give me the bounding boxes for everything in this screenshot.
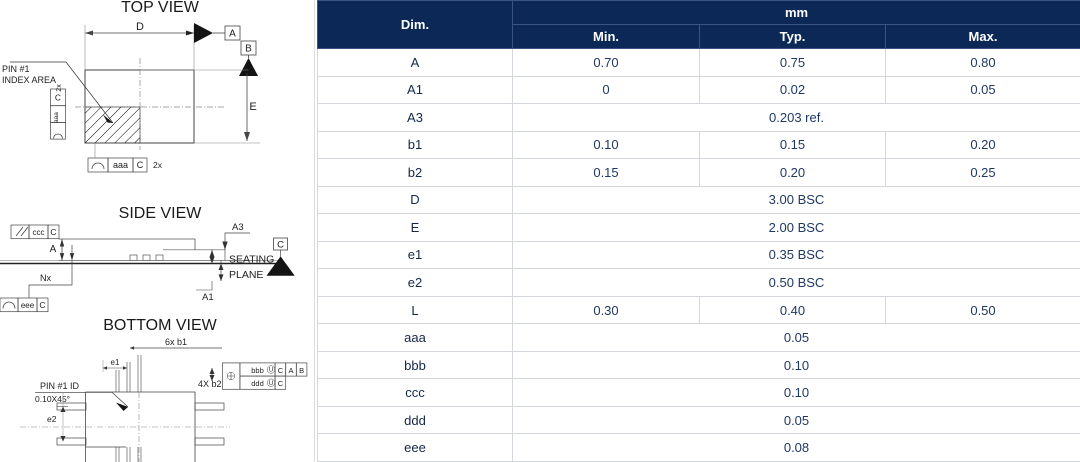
svg-text:B: B [299,366,304,375]
svg-text:ddd: ddd [251,379,264,388]
svg-text:e2: e2 [47,414,57,424]
svg-text:aaa: aaa [113,160,128,170]
svg-text:PIN #1: PIN #1 [2,64,30,74]
svg-text:SEATING: SEATING [229,254,274,266]
svg-text:SIDE VIEW: SIDE VIEW [119,205,203,222]
svg-text:C: C [55,93,61,103]
svg-text:2x: 2x [153,160,163,170]
svg-text:D: D [136,21,144,33]
svg-text:A3: A3 [232,222,244,233]
svg-text:Nx: Nx [40,273,51,283]
svg-text:4X b2: 4X b2 [198,379,222,389]
svg-text:U: U [269,381,273,387]
svg-text:BOTTOM VIEW: BOTTOM VIEW [103,317,217,334]
svg-text:eee: eee [21,301,35,310]
svg-text:A: A [288,366,293,375]
svg-text:C: C [39,300,45,310]
svg-text:C: C [277,240,284,251]
svg-text:A: A [229,29,236,40]
svg-text:C: C [278,379,284,388]
svg-text:C: C [50,227,56,237]
svg-text:A1: A1 [202,292,214,303]
svg-text:PLANE: PLANE [229,269,263,281]
svg-text:E: E [249,101,256,113]
svg-text:U: U [269,368,273,374]
svg-text:e1: e1 [111,358,120,367]
svg-text:C: C [137,160,144,170]
svg-text:ccc: ccc [33,228,45,237]
svg-text:PIN #1 ID: PIN #1 ID [40,381,80,391]
svg-text:A: A [50,244,57,255]
svg-text:TOP VIEW: TOP VIEW [121,0,200,16]
svg-text:aaa: aaa [53,112,60,123]
svg-text:B: B [245,44,252,55]
svg-text:INDEX AREA: INDEX AREA [2,75,56,85]
svg-text:0.10X45°: 0.10X45° [35,394,70,404]
svg-text:bbb: bbb [251,366,264,375]
svg-text:C: C [278,366,284,375]
svg-text:2x: 2x [56,84,63,92]
svg-text:6x b1: 6x b1 [165,337,187,347]
